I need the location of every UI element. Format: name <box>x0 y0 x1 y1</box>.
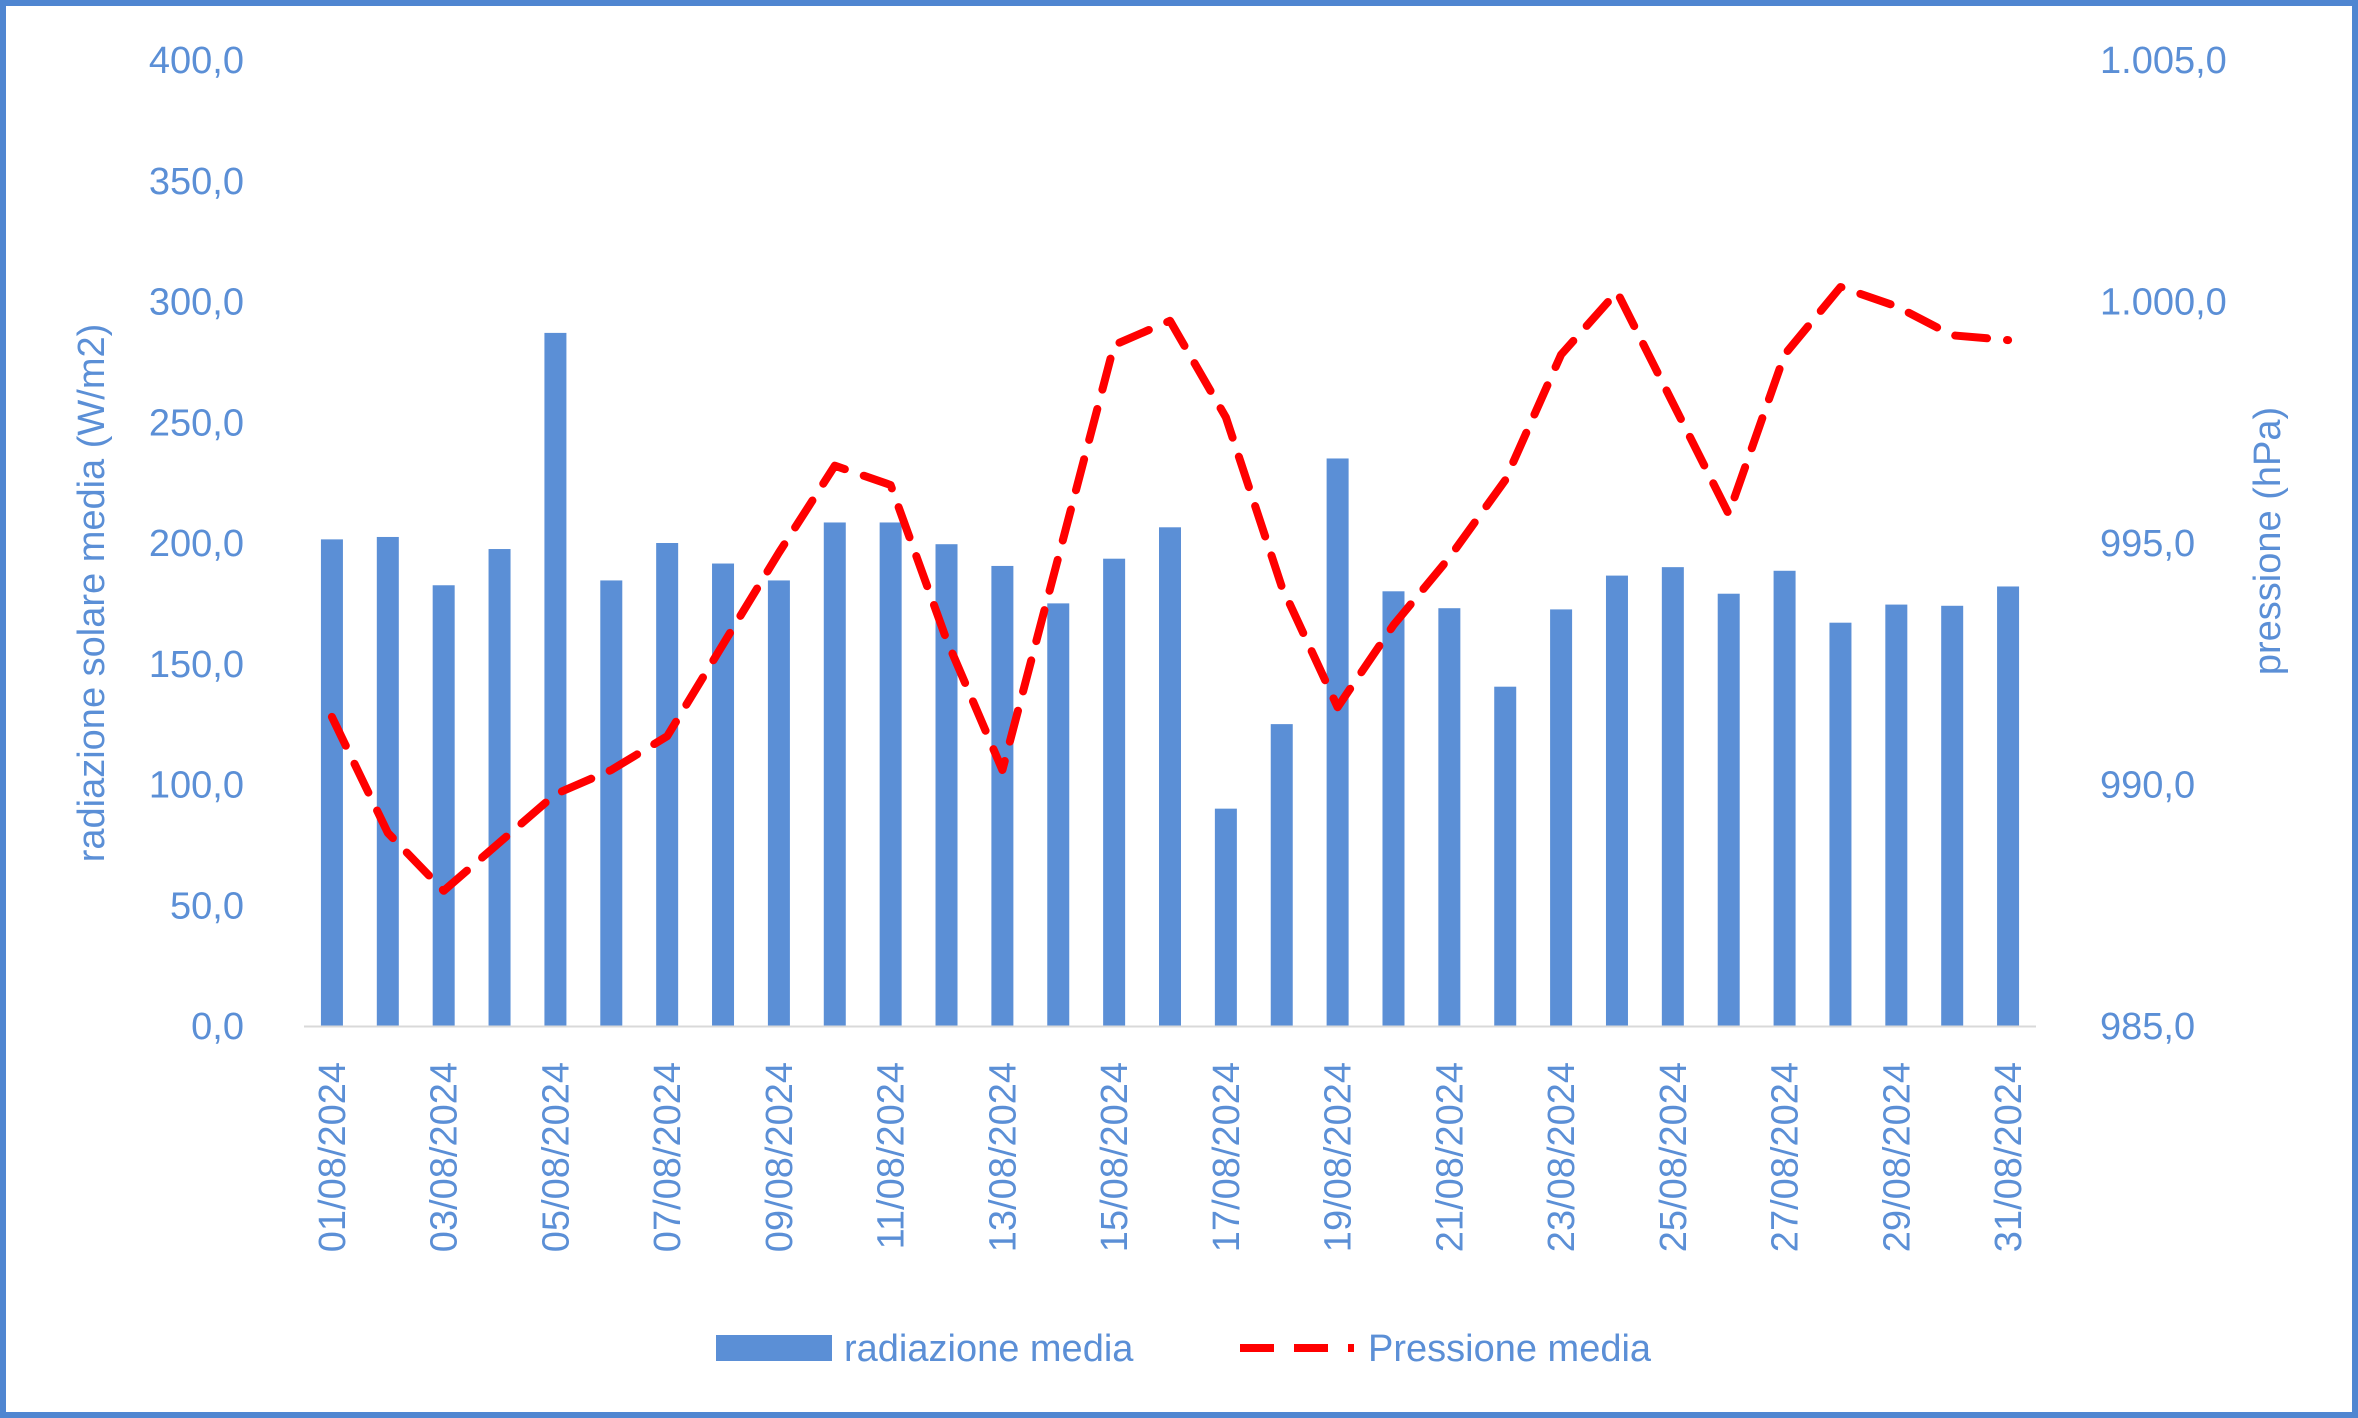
bar-radiazione <box>544 332 567 1026</box>
bar-radiazione <box>1214 808 1237 1026</box>
y-right-tick-label: 1.000,0 <box>2100 282 2227 324</box>
x-tick-label: 11/08/2024 <box>871 1062 913 1249</box>
bar-radiazione <box>432 585 455 1026</box>
bar-radiazione <box>1326 458 1349 1027</box>
bar-radiazione <box>656 543 679 1026</box>
y-left-tick-label: 0,0 <box>191 1006 244 1048</box>
y-left-tick-label: 200,0 <box>149 523 244 565</box>
bar-radiazione <box>1773 570 1796 1026</box>
bar-radiazione <box>991 565 1014 1026</box>
bar-radiazione <box>1494 686 1517 1026</box>
legend-label-pressione: Pressione media <box>1368 1328 1652 1370</box>
legend-label-radiazione: radiazione media <box>844 1328 1134 1370</box>
x-tick-label: 07/08/2024 <box>647 1062 689 1252</box>
bar-radiazione <box>935 544 958 1026</box>
bar-radiazione <box>1829 622 1852 1026</box>
y-right-tick-label: 1.005,0 <box>2100 40 2227 82</box>
line-series-pressione <box>327 283 2013 895</box>
y-left-axis-title: radiazione solare media (W/m2) <box>71 324 113 863</box>
bar-radiazione <box>879 522 902 1026</box>
bar-radiazione <box>1438 608 1461 1026</box>
x-tick-label: 05/08/2024 <box>535 1062 577 1252</box>
bar-series-radiazione <box>320 332 2020 1027</box>
legend-swatch-radiazione <box>716 1335 832 1361</box>
y-left-tick-label: 400,0 <box>149 40 244 82</box>
x-tick-label: 17/08/2024 <box>1206 1062 1248 1252</box>
bar-radiazione <box>712 563 735 1026</box>
bar-radiazione <box>1661 567 1684 1026</box>
bar-radiazione <box>767 580 790 1026</box>
bar-radiazione <box>1605 575 1628 1026</box>
x-tick-label: 15/08/2024 <box>1094 1062 1136 1252</box>
x-tick-label: 31/08/2024 <box>1988 1062 2030 1252</box>
bar-radiazione <box>1997 586 2020 1026</box>
x-tick-label: 01/08/2024 <box>312 1062 354 1252</box>
bar-radiazione <box>823 522 846 1026</box>
y-left-tick-label: 350,0 <box>149 161 244 203</box>
y-right-tick-label: 990,0 <box>2100 765 2195 807</box>
y-left-tick-label: 150,0 <box>149 644 244 686</box>
y-left-tick-label: 50,0 <box>170 885 244 927</box>
x-tick-label: 03/08/2024 <box>424 1062 466 1252</box>
bar-radiazione <box>320 539 343 1026</box>
x-tick-label: 27/08/2024 <box>1765 1062 1807 1252</box>
legend: radiazione media Pressione media <box>716 1328 1652 1370</box>
x-tick-label: 25/08/2024 <box>1653 1062 1695 1252</box>
y-right-tick-label: 995,0 <box>2100 523 2195 565</box>
x-tick-label: 21/08/2024 <box>1429 1062 1471 1252</box>
x-tick-label: 19/08/2024 <box>1318 1062 1360 1252</box>
y-right-tick-labels: 985,0 990,0 995,0 1.000,0 1.005,0 <box>2100 40 2227 1048</box>
bar-radiazione <box>1103 558 1126 1026</box>
bar-radiazione <box>1047 603 1070 1026</box>
bar-radiazione <box>600 580 623 1026</box>
y-left-tick-label: 100,0 <box>149 765 244 807</box>
y-left-tick-label: 300,0 <box>149 282 244 324</box>
combo-chart: 0,0 50,0 100,0 150,0 200,0 250,0 300,0 350,0 400… <box>71 40 2289 1370</box>
bar-radiazione <box>376 536 399 1026</box>
bar-radiazione <box>1159 527 1181 1026</box>
x-tick-label: 29/08/2024 <box>1876 1062 1918 1252</box>
bar-radiazione <box>488 549 511 1026</box>
y-left-tick-labels: 0,0 50,0 100,0 150,0 200,0 250,0 300,0 350,0 400… <box>149 40 244 1048</box>
y-right-axis-title: pressione (hPa) <box>2247 407 2289 675</box>
y-right-tick-label: 985,0 <box>2100 1006 2195 1048</box>
bar-radiazione <box>1885 604 1908 1026</box>
x-tick-label: 13/08/2024 <box>982 1062 1024 1252</box>
bar-radiazione <box>1941 605 1964 1026</box>
bar-radiazione <box>1270 724 1293 1026</box>
bar-radiazione <box>1382 591 1405 1026</box>
x-tick-labels: 01/08/2024 03/08/2024 05/08/2024 07/08/2024… <box>312 1062 2030 1252</box>
y-left-tick-label: 250,0 <box>149 402 244 444</box>
x-tick-label: 09/08/2024 <box>759 1062 801 1252</box>
bar-radiazione <box>1717 593 1740 1026</box>
bar-radiazione <box>1550 609 1573 1026</box>
x-tick-label: 23/08/2024 <box>1541 1062 1583 1252</box>
